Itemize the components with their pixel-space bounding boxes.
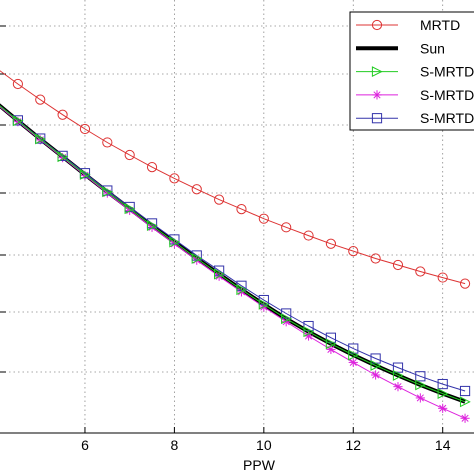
series-marker	[438, 403, 448, 413]
series-marker	[437, 388, 449, 400]
series-1	[0, 103, 466, 404]
series-marker	[392, 259, 404, 271]
chart-legend: MRTD Sun S-MRTD S-MRTD S-MRTD	[349, 11, 474, 131]
series-marker	[303, 326, 315, 338]
legend-label: Sun	[420, 40, 445, 56]
series-marker	[459, 385, 471, 397]
series-line	[0, 70, 466, 285]
legend-label: S-MRTD	[420, 87, 474, 103]
series-marker	[146, 162, 158, 173]
series-marker	[191, 184, 202, 195]
series-line	[0, 105, 466, 392]
legend-label: MRTD	[420, 17, 460, 33]
series-marker	[281, 313, 292, 325]
legend-entry: S-MRTD	[356, 64, 474, 80]
series-marker	[459, 396, 471, 408]
series-marker	[437, 378, 448, 390]
series-marker	[325, 332, 337, 343]
series-marker	[415, 379, 427, 391]
series-marker	[147, 222, 157, 232]
series-marker	[348, 349, 359, 361]
series-marker	[393, 382, 403, 392]
series-marker	[124, 203, 136, 215]
series-marker	[371, 113, 383, 124]
series-marker	[415, 371, 426, 382]
x-tick-label: 14	[435, 437, 451, 453]
series-marker	[303, 320, 314, 332]
series-marker	[214, 194, 225, 205]
series-marker	[12, 78, 23, 90]
series-2	[0, 105, 471, 408]
legend-entry: S-MRTD	[356, 87, 474, 103]
series-marker	[372, 90, 382, 100]
series-marker	[258, 213, 269, 224]
series-marker	[370, 253, 381, 264]
legend-box	[349, 11, 474, 131]
series-marker	[370, 360, 382, 371]
series-marker	[415, 266, 426, 277]
series-marker	[102, 186, 114, 198]
x-axis-label: PPW	[243, 457, 276, 473]
series-marker	[169, 236, 181, 248]
series-marker	[392, 362, 404, 373]
series-marker	[35, 133, 46, 145]
series-marker	[348, 357, 358, 368]
chart-series-group	[0, 70, 471, 423]
x-tick-label: 10	[256, 437, 272, 453]
legend-entry: MRTD	[356, 17, 460, 33]
series-marker	[325, 338, 337, 350]
series-marker	[460, 413, 470, 423]
series-marker	[79, 123, 91, 135]
legend-label: S-MRTD	[420, 110, 474, 126]
legend-label: S-MRTD	[420, 64, 474, 80]
series-marker	[348, 246, 359, 257]
series-marker	[236, 284, 248, 296]
legend-entry: Sun	[356, 40, 445, 56]
series-marker	[124, 149, 135, 161]
series-marker	[459, 278, 471, 289]
series-marker	[392, 370, 404, 381]
series-4	[0, 105, 471, 397]
series-marker	[236, 204, 247, 215]
series-marker	[303, 230, 314, 241]
series-line	[0, 103, 466, 404]
series-marker	[437, 272, 448, 283]
x-tick-label: 6	[81, 437, 89, 453]
series-marker	[325, 238, 337, 249]
series-marker	[415, 393, 425, 403]
series-marker	[146, 220, 158, 232]
series-marker	[35, 94, 46, 105]
series-marker	[258, 298, 270, 310]
series-marker	[191, 253, 203, 264]
series-marker	[371, 370, 381, 380]
series-marker	[57, 109, 68, 120]
x-tick-label: 8	[170, 437, 178, 453]
legend-entry: S-MRTD	[356, 110, 474, 126]
series-marker	[281, 222, 292, 233]
series-marker	[57, 151, 69, 163]
series-marker	[371, 66, 383, 78]
chart-x-ticks: 6 8 10 12 14	[81, 437, 451, 453]
x-tick-label: 12	[345, 437, 361, 453]
series-line	[0, 106, 466, 419]
series-marker	[169, 173, 180, 184]
series-line	[0, 105, 466, 403]
series-marker	[214, 268, 225, 280]
series-marker	[371, 19, 383, 31]
chart-axes	[0, 25, 474, 434]
series-marker	[12, 115, 24, 127]
series-marker	[102, 137, 113, 148]
series-marker	[79, 169, 91, 180]
series-0	[0, 70, 471, 289]
series-marker	[281, 308, 292, 319]
